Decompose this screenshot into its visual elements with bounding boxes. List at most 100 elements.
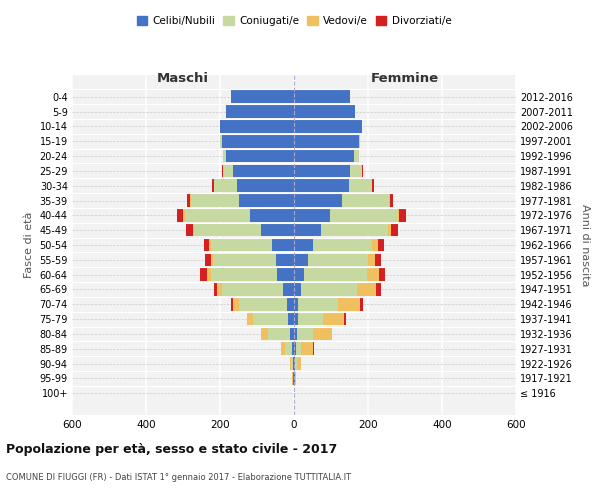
Bar <box>294 106 355 118</box>
Bar <box>294 135 359 147</box>
Bar <box>294 150 354 162</box>
Bar <box>186 224 294 236</box>
Bar <box>294 372 295 384</box>
Bar <box>294 238 313 252</box>
Bar <box>289 313 294 326</box>
Bar <box>294 328 297 340</box>
Bar <box>294 268 385 281</box>
Bar <box>226 106 294 118</box>
Bar <box>292 358 294 370</box>
Bar <box>294 106 355 118</box>
Bar <box>294 238 373 252</box>
Bar <box>190 194 294 207</box>
Bar <box>294 268 379 281</box>
Bar <box>233 298 294 310</box>
Bar <box>231 90 294 103</box>
Bar <box>212 254 294 266</box>
Bar <box>294 298 298 310</box>
Bar <box>294 164 350 177</box>
Bar <box>292 372 294 384</box>
Text: COMUNE DI FIUGGI (FR) - Dati ISTAT 1° gennaio 2017 - Elaborazione TUTTITALIA.IT: COMUNE DI FIUGGI (FR) - Dati ISTAT 1° ge… <box>6 472 351 482</box>
Bar <box>292 342 294 355</box>
Bar <box>268 328 294 340</box>
Bar <box>294 120 362 132</box>
Bar <box>281 342 294 355</box>
Bar <box>294 120 362 132</box>
Bar <box>294 120 362 132</box>
Legend: Celibi/Nubili, Coniugati/e, Vedovi/e, Divorziati/e: Celibi/Nubili, Coniugati/e, Vedovi/e, Di… <box>133 12 455 30</box>
Bar <box>233 164 294 177</box>
Bar <box>220 135 294 147</box>
Bar <box>187 194 294 207</box>
Bar <box>261 328 294 340</box>
Bar <box>253 313 294 326</box>
Bar <box>294 224 391 236</box>
Bar <box>294 224 398 236</box>
Bar <box>231 90 294 103</box>
Bar <box>294 194 389 207</box>
Bar <box>294 209 406 222</box>
Bar <box>294 180 374 192</box>
Bar <box>294 313 298 326</box>
Bar <box>220 120 294 132</box>
Bar <box>294 342 301 355</box>
Bar <box>226 106 294 118</box>
Bar <box>294 298 338 310</box>
Bar <box>247 313 294 326</box>
Bar <box>294 180 372 192</box>
Bar <box>209 238 294 252</box>
Bar <box>214 283 294 296</box>
Bar <box>294 106 355 118</box>
Bar <box>261 328 294 340</box>
Bar <box>185 209 294 222</box>
Bar <box>220 120 294 132</box>
Bar <box>220 120 294 132</box>
Bar <box>294 313 346 326</box>
Bar <box>204 238 294 252</box>
Bar <box>294 372 295 384</box>
Bar <box>217 283 294 296</box>
Bar <box>194 224 294 236</box>
Bar <box>294 342 314 355</box>
Bar <box>231 90 294 103</box>
Bar <box>214 180 294 192</box>
Bar <box>294 298 360 310</box>
Bar <box>236 180 294 192</box>
Bar <box>222 164 294 177</box>
Bar <box>191 194 294 207</box>
Bar <box>223 150 294 162</box>
Bar <box>294 358 296 370</box>
Bar <box>294 254 376 266</box>
Bar <box>281 342 294 355</box>
Bar <box>294 254 308 266</box>
Bar <box>285 342 294 355</box>
Bar <box>223 164 294 177</box>
Bar <box>193 224 294 236</box>
Bar <box>212 180 294 192</box>
Bar <box>220 135 294 147</box>
Text: Popolazione per età, sesso e stato civile - 2017: Popolazione per età, sesso e stato civil… <box>6 442 337 456</box>
Bar <box>294 135 360 147</box>
Bar <box>294 135 360 147</box>
Y-axis label: Fasce di età: Fasce di età <box>24 212 34 278</box>
Bar <box>294 194 342 207</box>
Bar <box>211 238 294 252</box>
Bar <box>205 254 294 266</box>
Bar <box>294 90 350 103</box>
Bar <box>290 358 294 370</box>
Bar <box>294 164 363 177</box>
Bar <box>294 283 380 296</box>
Bar <box>220 135 294 147</box>
Bar <box>294 180 373 192</box>
Bar <box>294 224 388 236</box>
Bar <box>293 358 294 370</box>
Bar <box>211 254 294 266</box>
Bar <box>290 328 294 340</box>
Bar <box>294 342 313 355</box>
Bar <box>231 298 294 310</box>
Y-axis label: Anni di nascita: Anni di nascita <box>580 204 590 286</box>
Bar <box>294 328 332 340</box>
Bar <box>223 150 294 162</box>
Bar <box>177 209 294 222</box>
Bar <box>290 358 294 370</box>
